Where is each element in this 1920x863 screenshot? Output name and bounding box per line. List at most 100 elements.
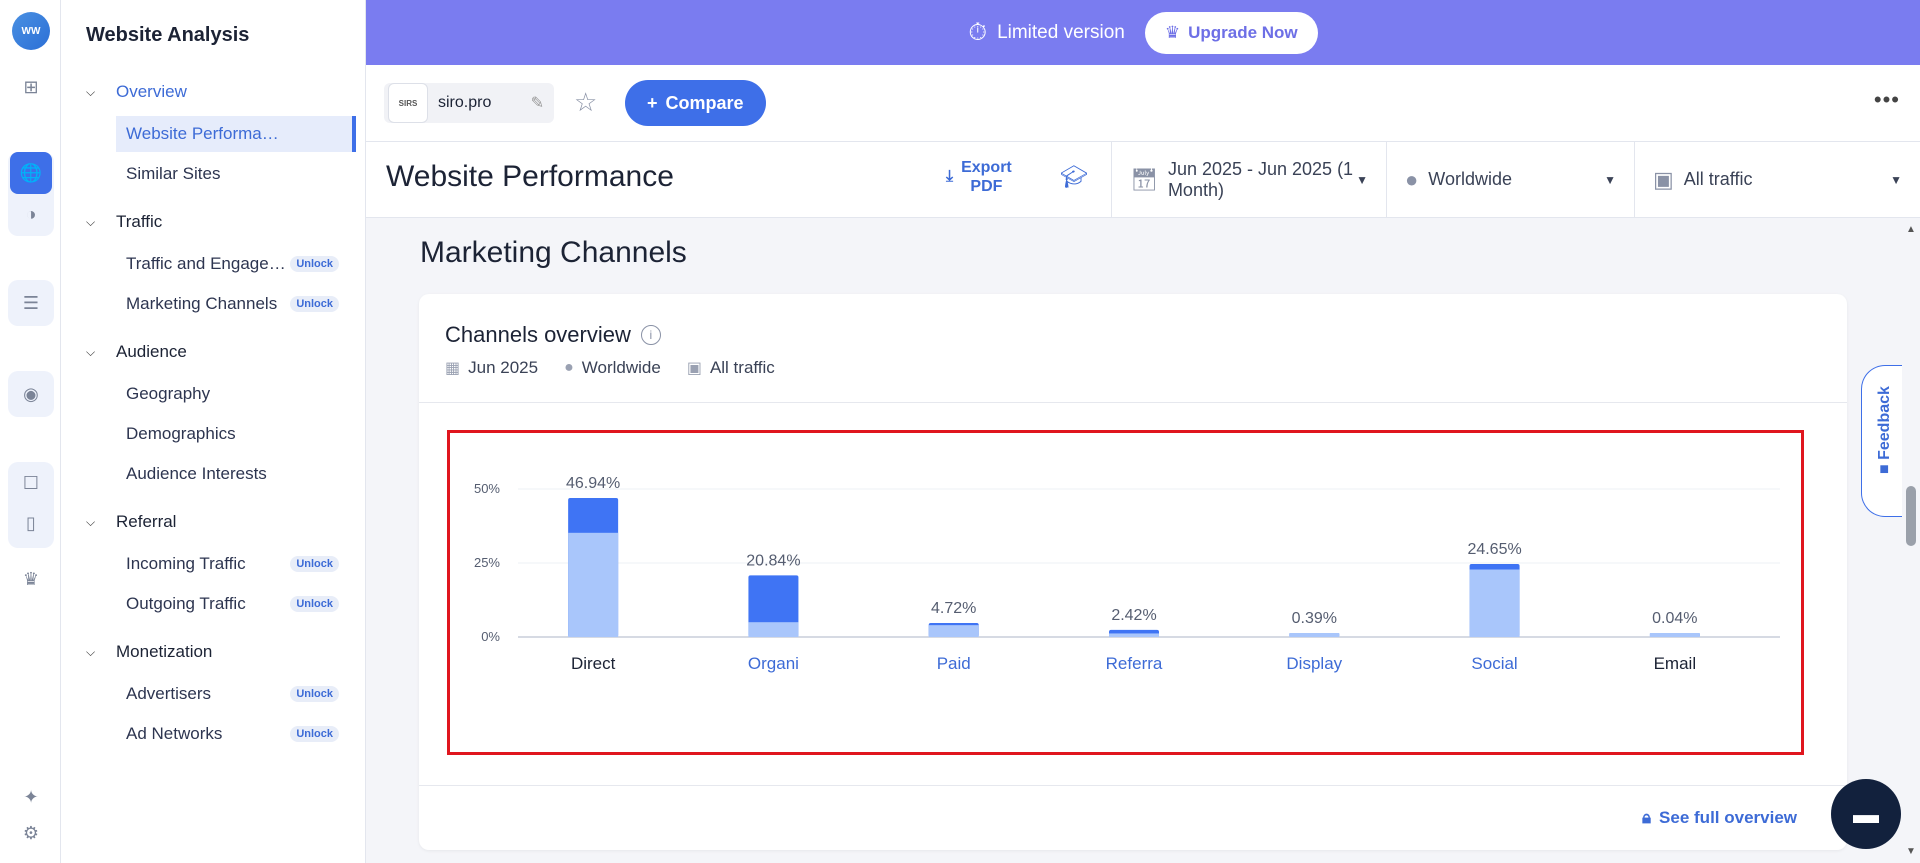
eye-icon[interactable]: ◉: [23, 383, 39, 404]
site-name: siro.pro: [438, 94, 492, 111]
traffic-type-filter[interactable]: ▣ All traffic ▼: [1634, 142, 1920, 217]
chat-bubble-icon[interactable]: ▬: [1831, 779, 1901, 849]
chevron-down-icon: ⌵: [86, 514, 96, 529]
graduation-cap-icon[interactable]: 🎓︎: [1060, 164, 1088, 189]
sidebar-section-referral[interactable]: ⌵ Referral: [86, 512, 176, 532]
data-label: 24.65%: [1467, 541, 1521, 558]
sidebar-item-outgoing-traffic[interactable]: Outgoing Traffic Unlock: [116, 586, 361, 622]
item-label: Marketing Channels: [126, 294, 278, 313]
devices-icon: ▣: [686, 360, 702, 377]
sidebar-item-ad-networks[interactable]: Ad Networks Unlock: [116, 716, 361, 752]
sidebar-item-marketing-channels[interactable]: Marketing Channels Unlock: [116, 286, 361, 322]
sidebar-item-advertisers[interactable]: Advertisers Unlock: [116, 676, 361, 712]
globe-analytics-icon[interactable]: ◑: [25, 203, 37, 224]
card-title-text: Channels overview: [445, 322, 631, 347]
channels-overview-card: Channels overview i ▦ Jun 2025 ● Worldwi…: [419, 294, 1847, 850]
info-icon[interactable]: i: [640, 325, 661, 345]
pencil-edit-icon[interactable]: ✎: [530, 95, 544, 112]
date-range-filter[interactable]: 📅︎ Jun 2025 - Jun 2025 (1 Month) ▼: [1111, 142, 1386, 217]
section-label: Monetization: [116, 642, 213, 661]
compare-button[interactable]: + Compare: [625, 80, 766, 126]
item-label: Advertisers: [126, 684, 212, 703]
item-label: Outgoing Traffic: [126, 594, 246, 613]
x-tick-label[interactable]: Paid: [937, 654, 971, 673]
data-label: 2.42%: [1111, 607, 1156, 624]
calendar-icon: ▦: [445, 360, 461, 377]
calendar-icon: 📅︎: [1130, 166, 1158, 192]
sidebar-item-audience-interests[interactable]: Audience Interests: [116, 456, 361, 492]
sidebar-item-demographics[interactable]: Demographics: [116, 416, 361, 452]
sidebar-item-incoming-traffic[interactable]: Incoming Traffic Unlock: [116, 546, 361, 582]
region-filter[interactable]: ● Worldwide ▼: [1386, 142, 1634, 217]
unlock-badge: Unlock: [290, 596, 339, 612]
crown-icon[interactable]: ♛: [22, 568, 40, 589]
crown-icon: ♛: [1164, 22, 1181, 42]
y-tick-label: 25%: [474, 555, 500, 570]
item-label: Website Performance: [126, 124, 286, 143]
x-tick-label[interactable]: Social: [1471, 654, 1517, 673]
sidebar-item-geography[interactable]: Geography: [116, 376, 361, 412]
upgrade-label: Upgrade Now: [1188, 22, 1298, 42]
export-line2: PDF: [970, 178, 1003, 195]
scrollbar-thumb[interactable]: [1906, 486, 1916, 546]
bar-portion-referrals: [1109, 633, 1159, 637]
bar-portion-organic: [748, 622, 799, 637]
unlock-badge: Unlock: [290, 726, 339, 742]
mobile-icon[interactable]: ▯: [26, 512, 36, 533]
site-chip[interactable]: SIRS siro.pro ✎: [384, 83, 554, 123]
x-tick-label[interactable]: Display: [1286, 654, 1342, 673]
card-title: Channels overview i: [445, 322, 661, 348]
scroll-down-icon[interactable]: ▼: [1906, 846, 1916, 857]
rail-group-eye: [8, 371, 54, 417]
upgrade-now-button[interactable]: ♛ Upgrade Now: [1144, 11, 1318, 54]
dashboard-add-icon[interactable]: ⊞: [23, 76, 39, 97]
see-full-label: See full overview: [1659, 808, 1797, 827]
globe-icon[interactable]: 🌐: [10, 152, 52, 194]
section-label: Audience: [116, 342, 187, 361]
export-pdf-button[interactable]: ⤓ Export PDF: [946, 158, 1012, 196]
bar-portion-direct: [568, 532, 619, 637]
caret-down-icon: ▼: [1356, 172, 1368, 187]
site-bar: SIRS siro.pro ✎ ☆ + Compare •••: [366, 65, 1920, 142]
sidebar-section-traffic[interactable]: ⌵ Traffic: [86, 212, 162, 232]
item-label: Geography: [126, 384, 211, 403]
sidebar-section-audience[interactable]: ⌵ Audience: [86, 342, 187, 362]
devices-icon: ▣: [1653, 166, 1674, 192]
chevron-down-icon: ⌵: [86, 214, 96, 229]
app-logo[interactable]: WW: [12, 12, 50, 50]
scroll-up-icon[interactable]: ▲: [1906, 224, 1916, 235]
more-options-icon[interactable]: •••: [1873, 87, 1900, 112]
icon-rail: WW ⊞ 🌐 ◑ ☰ ◉ ☐ ▯ ♛ ✦ ⚙: [0, 0, 61, 863]
sidebar-title: Website Analysis: [86, 24, 250, 46]
page-header: Website Performance ⤓ Export PDF 🎓︎ 📅︎ Ju…: [366, 142, 1920, 218]
sidebar-section-overview[interactable]: ⌵ Overview: [86, 82, 187, 102]
sidebar-item-similar-sites[interactable]: Similar Sites: [116, 156, 361, 192]
unlock-badge: Unlock: [290, 556, 339, 572]
item-label: Demographics: [126, 424, 236, 443]
see-full-overview-link[interactable]: 🔒︎ See full overview: [1642, 808, 1797, 828]
globe-icon: ●: [564, 359, 574, 376]
x-tick-label[interactable]: Organi: [748, 654, 799, 673]
report-icon[interactable]: ☐: [22, 472, 40, 493]
sidebar-item-website-performance[interactable]: Website Performance: [116, 116, 356, 152]
sidebar-item-traffic-engagement[interactable]: Traffic and EngagementUnlock: [116, 246, 361, 282]
chart-highlight-box: 0% 25% 50% 46.94% Direct 20.84% Organi 4.72% Pai…: [447, 430, 1804, 755]
x-tick-label[interactable]: Referra: [1106, 654, 1163, 673]
caret-down-icon: ▼: [1604, 172, 1616, 187]
x-tick-label: Email: [1654, 654, 1697, 673]
sidebar-section-monetization[interactable]: ⌵ Monetization: [86, 642, 212, 662]
bar-portion-display: [1289, 633, 1340, 637]
item-label: Ad Networks: [126, 724, 223, 743]
card-meta: ▦ Jun 2025 ● Worldwide ▣ All traffic: [445, 358, 775, 378]
star-favorite-icon[interactable]: ☆: [574, 87, 598, 117]
unlock-badge: Unlock: [290, 686, 339, 702]
search-list-icon[interactable]: ☰: [22, 292, 40, 313]
traffic-type-value: All traffic: [1683, 169, 1753, 189]
data-label: 0.04%: [1652, 610, 1697, 627]
bar-portion-social: [1469, 569, 1520, 637]
settings-gear-icon[interactable]: ⚙: [22, 822, 40, 843]
scrollbar[interactable]: ▲ ▼: [1902, 218, 1920, 863]
date-range-value: Jun 2025 - Jun 2025 (1 Month): [1167, 158, 1354, 200]
puzzle-icon[interactable]: ✦: [23, 786, 39, 807]
bar-organic: [748, 575, 799, 637]
